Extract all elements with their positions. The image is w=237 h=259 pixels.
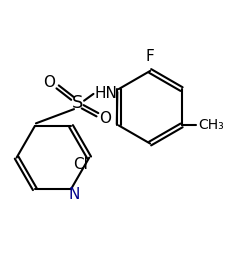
Text: N: N (68, 187, 80, 202)
Text: Cl: Cl (73, 157, 88, 172)
Text: O: O (43, 75, 55, 90)
Text: O: O (100, 111, 112, 126)
Text: HN: HN (94, 86, 117, 101)
Text: F: F (146, 49, 155, 64)
Text: S: S (72, 93, 83, 112)
Text: CH₃: CH₃ (198, 118, 224, 132)
